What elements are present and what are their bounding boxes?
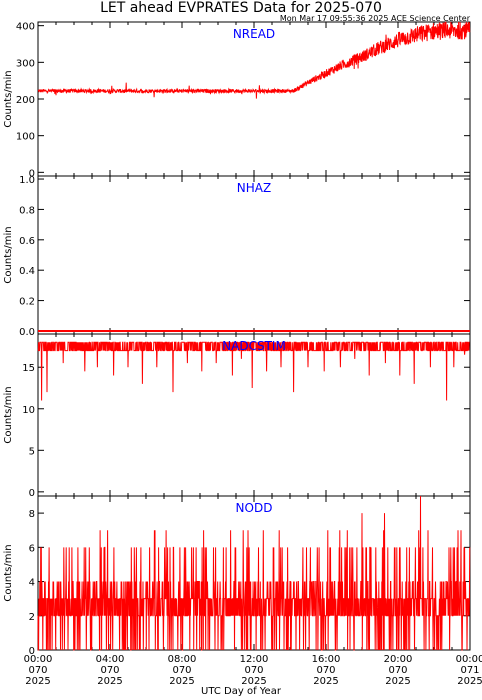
x-tick-label-year: 2025 (25, 676, 50, 687)
panel-frame (37, 175, 471, 335)
y-tick-label: 0.8 (19, 205, 35, 216)
y-tick-label: 0.4 (19, 266, 35, 277)
x-tick-label-time: 20:00 (384, 654, 413, 665)
y-tick-label: 10 (22, 405, 35, 416)
y-axis-label: Counts/min (3, 544, 14, 601)
series-label: NODD (236, 501, 273, 515)
panel-nread: 0 100 200 300 400 Counts/min NREAD (3, 21, 471, 179)
x-tick-label-doy: 070 (28, 665, 47, 676)
panel-frame (37, 21, 471, 177)
x-tick-label-year: 2025 (385, 676, 410, 687)
y-tick-label: 300 (16, 58, 35, 69)
y-axis-label: Counts/min (3, 386, 14, 443)
x-tick-label-doy: 070 (388, 665, 407, 676)
x-tick-label-doy: 070 (316, 665, 335, 676)
x-tick-label-doy: 070 (172, 665, 191, 676)
series-label: NADCSTIM (222, 339, 286, 353)
x-tick-label-year: 2025 (169, 676, 194, 687)
y-tick-label: 6 (29, 543, 35, 554)
x-tick-label-year: 2025 (313, 676, 338, 687)
x-tick-label-time: 08:00 (168, 654, 197, 665)
y-tick-label: 5 (29, 446, 35, 457)
y-tick-label: 1.0 (19, 175, 35, 186)
y-tick-label: 0.6 (19, 236, 35, 247)
y-tick-label: 0.2 (19, 297, 35, 308)
panel-nodd: 0 2 4 6 8 Counts/min NODD (3, 495, 471, 657)
y-tick-label: 4 (29, 578, 35, 589)
page-title: LET ahead EVPRATES Data for 2025-070 (100, 0, 382, 16)
x-tick-label-doy: 070 (244, 665, 263, 676)
x-tick-label-time: 12:00 (240, 654, 269, 665)
y-tick-label: 0 (29, 168, 35, 179)
timestamp-label: Mon Mar 17 09:55:36 2025 ACE Science Cen… (279, 14, 470, 23)
series-line (37, 495, 471, 651)
panel-frame (37, 333, 471, 497)
panel-nadcstim: 0 5 10 15 Counts/min NADCSTIM (3, 333, 471, 499)
x-tick-label-year: 2025 (457, 676, 482, 687)
series-label: NREAD (233, 27, 275, 41)
y-axis-label: Counts/min (3, 70, 14, 127)
y-tick-label: 0 (29, 646, 35, 657)
x-tick-label-time: 00:00 (24, 654, 53, 665)
x-tick-label-time: 16:00 (312, 654, 341, 665)
series-label: NHAZ (237, 181, 271, 195)
y-tick-label: 8 (29, 509, 35, 520)
panel-nhaz: 0.0 0.2 0.4 0.6 0.8 1.0 Counts/min NHAZ (3, 175, 471, 338)
x-tick-label-year: 2025 (241, 676, 266, 687)
x-tick-label-year: 2025 (97, 676, 122, 687)
y-tick-label: 2 (29, 612, 35, 623)
x-tick-label-time: 00:00 (456, 654, 482, 665)
y-axis-label: Counts/min (3, 226, 14, 283)
x-tick-label-doy: 070 (100, 665, 119, 676)
y-tick-label: 400 (16, 22, 35, 33)
y-tick-label: 15 (22, 363, 35, 374)
series-line (37, 341, 470, 401)
y-tick-label: 100 (16, 132, 35, 143)
y-tick-label: 200 (16, 95, 35, 106)
y-tick-label: 0.0 (19, 327, 35, 338)
x-tick-label-doy: 071 (460, 665, 479, 676)
x-tick-label-time: 04:00 (96, 654, 125, 665)
series-line (37, 21, 471, 99)
x-axis-label: UTC Day of Year (201, 686, 281, 697)
y-tick-label: 0 (29, 488, 35, 499)
